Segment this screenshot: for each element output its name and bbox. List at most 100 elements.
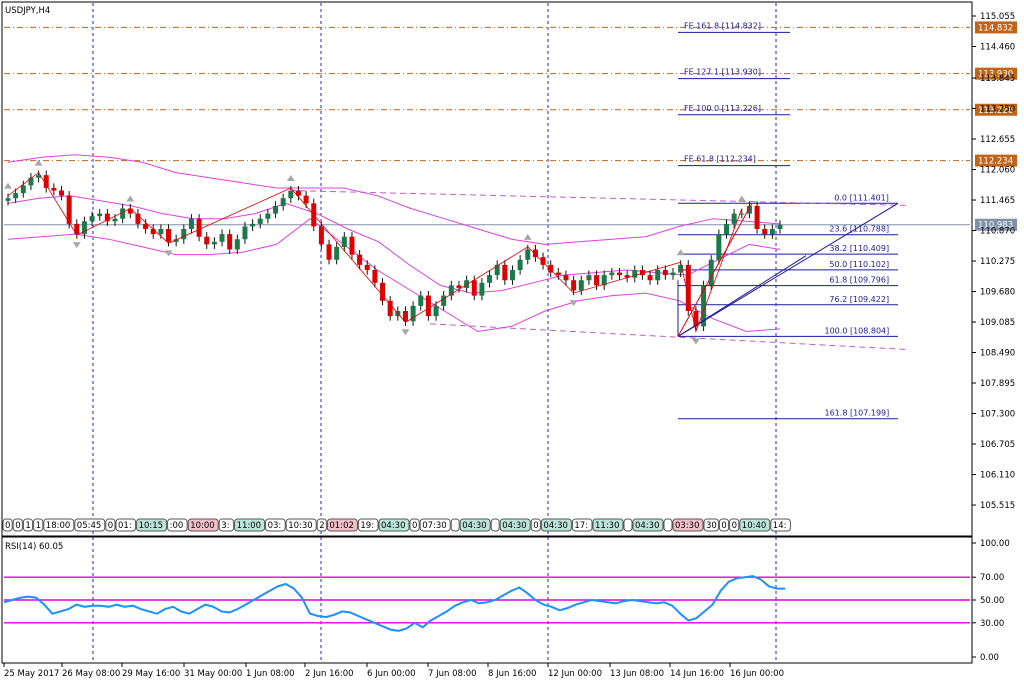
candle-body: [639, 269, 645, 276]
price-tag-label: 113.930: [978, 70, 1013, 80]
candle-body: [280, 198, 286, 206]
bollinger-lower: [7, 218, 781, 333]
session-cell: [105, 518, 116, 532]
price-tag-label: 114.832: [978, 23, 1013, 33]
time-tick-label: 2 Jun 16:00: [305, 669, 354, 679]
session-label: 05:45: [77, 521, 102, 531]
session-label: 3:: [221, 521, 229, 531]
session-label: 19:: [360, 521, 374, 531]
session-cell: [43, 518, 75, 532]
rsi-line: [3, 575, 785, 632]
fib-level-label: 23.6 [110.788]: [829, 225, 889, 234]
candle-body: [448, 285, 454, 296]
candle-body: [746, 205, 752, 214]
fractal-arrow: [691, 338, 700, 345]
session-bar: 0 0 1 1 18:00 05:45 0 01: 10:15:00 10:00 3: 11:00 03…: [2, 518, 791, 532]
candle-body: [273, 205, 279, 214]
candle-body: [555, 272, 561, 276]
session-label: 04:30: [502, 521, 527, 531]
candle-body: [708, 259, 714, 286]
candle-body: [181, 228, 187, 240]
zigzag-path: [7, 172, 743, 333]
candle-body: [739, 213, 745, 215]
price-tick-label: 106.705: [980, 440, 1015, 450]
session-cell: [22, 518, 34, 532]
candle-body: [402, 311, 408, 322]
bollinger-bands: [7, 154, 781, 333]
session-cell: [2, 518, 13, 532]
candle-body: [647, 275, 653, 281]
candle-body: [295, 190, 301, 196]
time-tick-label: 26 May 08:00: [62, 669, 120, 679]
fractal-arrow: [286, 174, 295, 181]
candle-body: [66, 195, 72, 224]
price-tag: [975, 67, 1017, 80]
fractal-arrow: [523, 233, 532, 240]
session-label: 10:30: [288, 521, 313, 531]
price-tick-label: 107.895: [980, 379, 1015, 389]
session-cell: [33, 518, 44, 532]
candle-body: [693, 311, 699, 327]
candle-body: [234, 239, 240, 250]
candle-body: [112, 218, 118, 222]
session-label: 01:: [118, 521, 132, 531]
rsi-title: RSI(14) 60.05: [5, 542, 63, 552]
session-label: 2: [319, 521, 324, 531]
session-cell: [136, 518, 168, 532]
session-cell: [218, 518, 235, 532]
candle-body: [731, 213, 737, 224]
candle-body: [59, 190, 65, 196]
price-tick-label: 109.680: [980, 288, 1015, 298]
session-cell: [592, 518, 624, 532]
candle-body: [5, 198, 11, 201]
time-tick-label: 31 May 00:00: [184, 669, 242, 679]
candle-body: [494, 264, 500, 276]
candle-body: [525, 249, 531, 260]
session-cell: [672, 518, 704, 532]
candle-body: [36, 175, 42, 178]
candle-body: [425, 295, 431, 317]
session-cell: [632, 518, 664, 532]
candle-body: [51, 187, 57, 191]
session-label: 04:30: [635, 521, 660, 531]
session-label: 03:30: [675, 521, 700, 531]
candle-body: [242, 226, 248, 240]
fractal-arrow: [164, 250, 173, 257]
candle-body: [357, 254, 363, 265]
session-cell: [663, 518, 673, 532]
price-tick-label: 105.515: [980, 501, 1015, 511]
session-cell: [74, 518, 106, 532]
candle-body: [89, 216, 95, 222]
candle-body: [563, 275, 569, 281]
candle-body: [250, 223, 256, 227]
fractal-arrow: [34, 159, 43, 166]
time-tick-label: 6 Jun 00:00: [367, 669, 416, 679]
session-label: 0: [533, 521, 538, 531]
fib-level-label: 0.0 [111.401]: [834, 193, 889, 202]
session-cell: [540, 518, 572, 532]
candle-body: [540, 257, 546, 265]
candle-body: [166, 228, 172, 242]
session-cell: [409, 518, 420, 532]
plot-frame: [1, 1, 973, 537]
candle-body: [135, 213, 141, 224]
session-label: 1: [25, 521, 30, 531]
rsi-tick-label: 100.00: [980, 539, 1010, 549]
candle-body: [762, 228, 768, 235]
candle-body: [81, 221, 87, 235]
price-tag-label: 113.226: [978, 106, 1013, 116]
time-tick-label: 8 Jun 16:00: [488, 669, 537, 679]
current-price-label: 110.983: [978, 221, 1013, 231]
price-tick-label: 107.300: [980, 410, 1015, 420]
session-cell: [490, 518, 500, 532]
candle-body: [517, 259, 523, 270]
candle-body: [777, 224, 783, 229]
session-cell: [234, 518, 266, 532]
price-axis: 115.055 114.460 113.845 113.250 112.655 112.0…: [972, 12, 1015, 511]
candle-body: [28, 177, 34, 186]
candle-body: [678, 264, 684, 273]
candle-body: [586, 275, 592, 281]
time-axis: 25 May 2017 26 May 08:00 29 May 16:00 31 Ma…: [3, 663, 784, 679]
candle-body: [578, 280, 584, 291]
time-tick-label: 16 Jun 00:00: [730, 669, 784, 679]
